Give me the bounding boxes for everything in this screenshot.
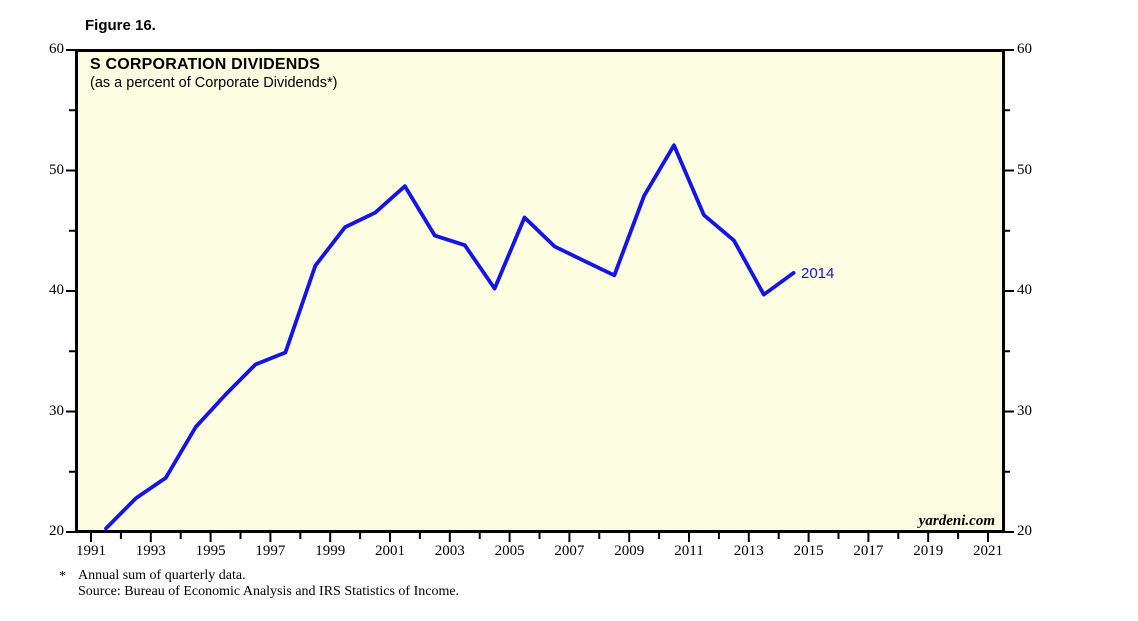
x-axis-tick-label: 2019 xyxy=(913,543,944,559)
plot-area: S CORPORATION DIVIDENDS (as a percent of… xyxy=(75,49,1005,533)
x-axis-tick-label: 2007 xyxy=(554,543,585,559)
y-axis-tick-label-left: 60 xyxy=(49,41,64,57)
footnote: Annual sum of quarterly data. Source: Bu… xyxy=(78,568,459,599)
y-axis-tick-label-left: 20 xyxy=(49,523,64,539)
chart-subtitle: (as a percent of Corporate Dividends*) xyxy=(90,75,338,91)
x-axis-tick-label: 1997 xyxy=(255,543,286,559)
x-axis-tick-label: 2017 xyxy=(853,543,884,559)
footnote-line1: Annual sum of quarterly data. xyxy=(78,568,246,583)
y-axis-tick-label-left: 50 xyxy=(49,161,64,178)
x-axis-tick-label: 1991 xyxy=(76,543,106,559)
x-axis-tick-label: 1999 xyxy=(315,543,346,559)
series-end-label: 2014 xyxy=(801,265,835,282)
x-axis-tick-label: 2005 xyxy=(494,543,525,559)
x-axis-tick-label: 2021 xyxy=(973,543,1003,559)
x-axis-tick-label: 2011 xyxy=(674,543,704,559)
y-axis-tick-label-right: 60 xyxy=(1017,41,1032,57)
y-axis-tick-label-right: 20 xyxy=(1017,523,1032,539)
footnote-line2: Source: Bureau of Economic Analysis and … xyxy=(78,583,460,599)
x-axis-tick-label: 2003 xyxy=(434,543,465,559)
x-axis-tick-label: 2001 xyxy=(375,543,405,559)
x-axis-tick-label: 1995 xyxy=(195,543,226,559)
x-axis-tick-label: 2015 xyxy=(793,543,824,559)
y-axis-tick-label-right: 30 xyxy=(1017,402,1032,419)
x-axis-tick-label: 2013 xyxy=(733,543,764,559)
watermark-yardeni: yardeni.com xyxy=(918,513,995,529)
y-axis-tick-label-left: 40 xyxy=(49,282,64,298)
x-axis-tick-label: 1993 xyxy=(135,543,166,559)
y-axis-tick-label-right: 50 xyxy=(1017,161,1032,178)
y-axis-tick-label-left: 30 xyxy=(49,402,64,419)
chart-title: S CORPORATION DIVIDENDS xyxy=(90,56,321,73)
y-axis-tick-label-right: 40 xyxy=(1017,282,1032,298)
x-axis-tick-label: 2009 xyxy=(614,543,645,559)
footnote-marker: * xyxy=(59,569,66,584)
figure-label: Figure 16. xyxy=(85,17,156,34)
